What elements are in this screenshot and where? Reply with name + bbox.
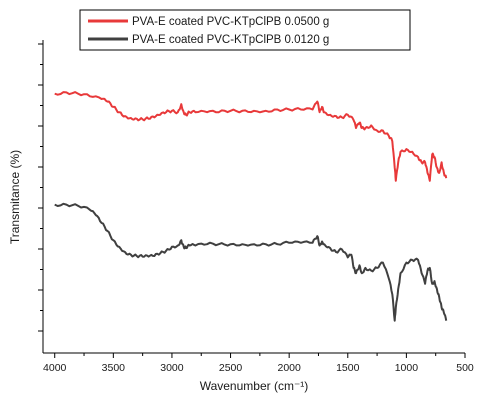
- series-line-1: [54, 91, 448, 182]
- x-tick-label: 2500: [219, 362, 243, 374]
- y-axis-ticks: [38, 43, 43, 332]
- plot-area: 4000 3500 3000 2500 2000 1500 1000 500: [38, 40, 474, 374]
- legend-frame: [79, 9, 411, 51]
- y-axis-title: Transmitance (%): [8, 150, 22, 244]
- x-tick-label: 1500: [336, 362, 360, 374]
- legend-label-series-1: PVA-E coated PVC-KTpClPB 0.0500 g: [132, 16, 329, 28]
- series-line-2: [54, 202, 448, 322]
- x-axis-title: Wavenumber (cm⁻¹): [200, 379, 309, 393]
- legend: PVA-E coated PVC-KTpClPB 0.0500 g PVA-E …: [79, 9, 411, 51]
- x-axis-ticks: 4000 3500 3000 2500 2000 1500 1000 500: [43, 353, 474, 374]
- legend-label-series-2: PVA-E coated PVC-KTpClPB 0.0120 g: [132, 34, 329, 46]
- x-tick-label: 3000: [160, 362, 184, 374]
- x-tick-label: 4000: [43, 362, 67, 374]
- series-lines: [54, 91, 448, 322]
- x-tick-label: 2000: [277, 362, 301, 374]
- x-tick-label: 500: [456, 362, 474, 374]
- x-tick-label: 1000: [395, 362, 419, 374]
- x-tick-label: 3500: [102, 362, 126, 374]
